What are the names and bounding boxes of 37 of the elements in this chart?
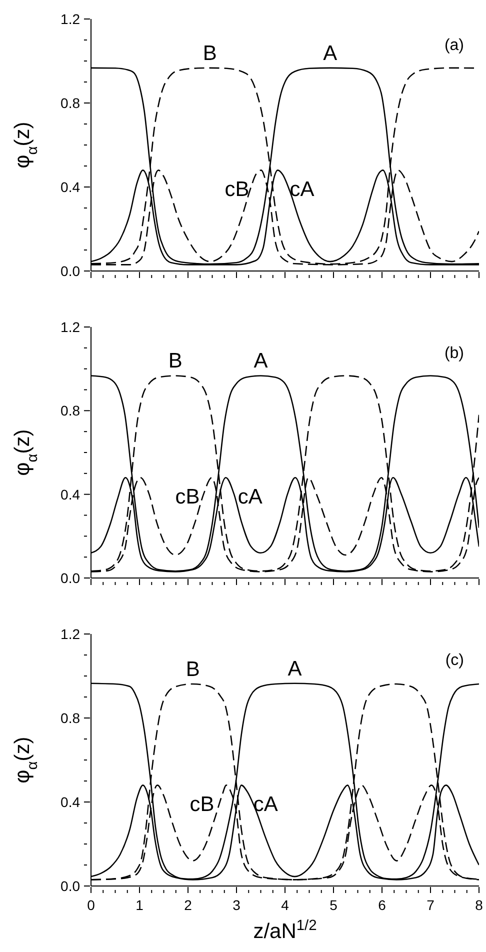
annotation: (c) xyxy=(445,652,464,670)
x-axis-title: z/aN$^{1/2}$ xyxy=(253,918,317,943)
x-tick-label: 2 xyxy=(184,897,192,913)
y-tick-label: 0.8 xyxy=(60,402,80,419)
series-label: B xyxy=(168,350,182,373)
series-label: A xyxy=(323,42,338,65)
series-label: cB xyxy=(224,178,250,202)
y-tick-label: 0.0 xyxy=(60,570,80,586)
series-label: B xyxy=(202,42,217,65)
x-tick-label: 1 xyxy=(136,897,144,913)
x-tick-label: 6 xyxy=(378,897,386,913)
annotation: (b) xyxy=(444,345,464,363)
x-tick-label: 7 xyxy=(426,897,435,913)
y-tick-label: 1.2 xyxy=(60,11,80,27)
y-tick-label: 0.4 xyxy=(60,794,80,810)
series-label: A xyxy=(254,350,268,373)
x-tick-label: 4 xyxy=(281,897,290,913)
y-tick-label: 0.8 xyxy=(60,710,80,726)
series-label: cA xyxy=(253,793,278,816)
x-tick-label: 5 xyxy=(330,897,338,913)
series-label: A xyxy=(288,657,302,680)
y-tick-label: 0.4 xyxy=(60,179,80,195)
x-tick-label: 3 xyxy=(232,897,241,913)
series-label: cB xyxy=(190,793,214,816)
y-tick-label: 0.8 xyxy=(60,95,80,111)
series-label: B xyxy=(186,658,200,681)
y-tick-label: 0.4 xyxy=(60,486,80,502)
y-tick-label: 0.0 xyxy=(60,878,80,894)
series-label: cA xyxy=(238,486,262,509)
y-tick-label: 0.0 xyxy=(60,263,80,279)
annotation: (a) xyxy=(444,37,464,55)
series-label: cB xyxy=(175,486,200,509)
y-tick-label: 1.2 xyxy=(60,626,80,642)
x-tick-label: 8 xyxy=(475,897,484,913)
x-tick-label: 0 xyxy=(87,897,96,913)
series-label: cA xyxy=(290,178,314,202)
y-tick-label: 1.2 xyxy=(60,319,80,335)
